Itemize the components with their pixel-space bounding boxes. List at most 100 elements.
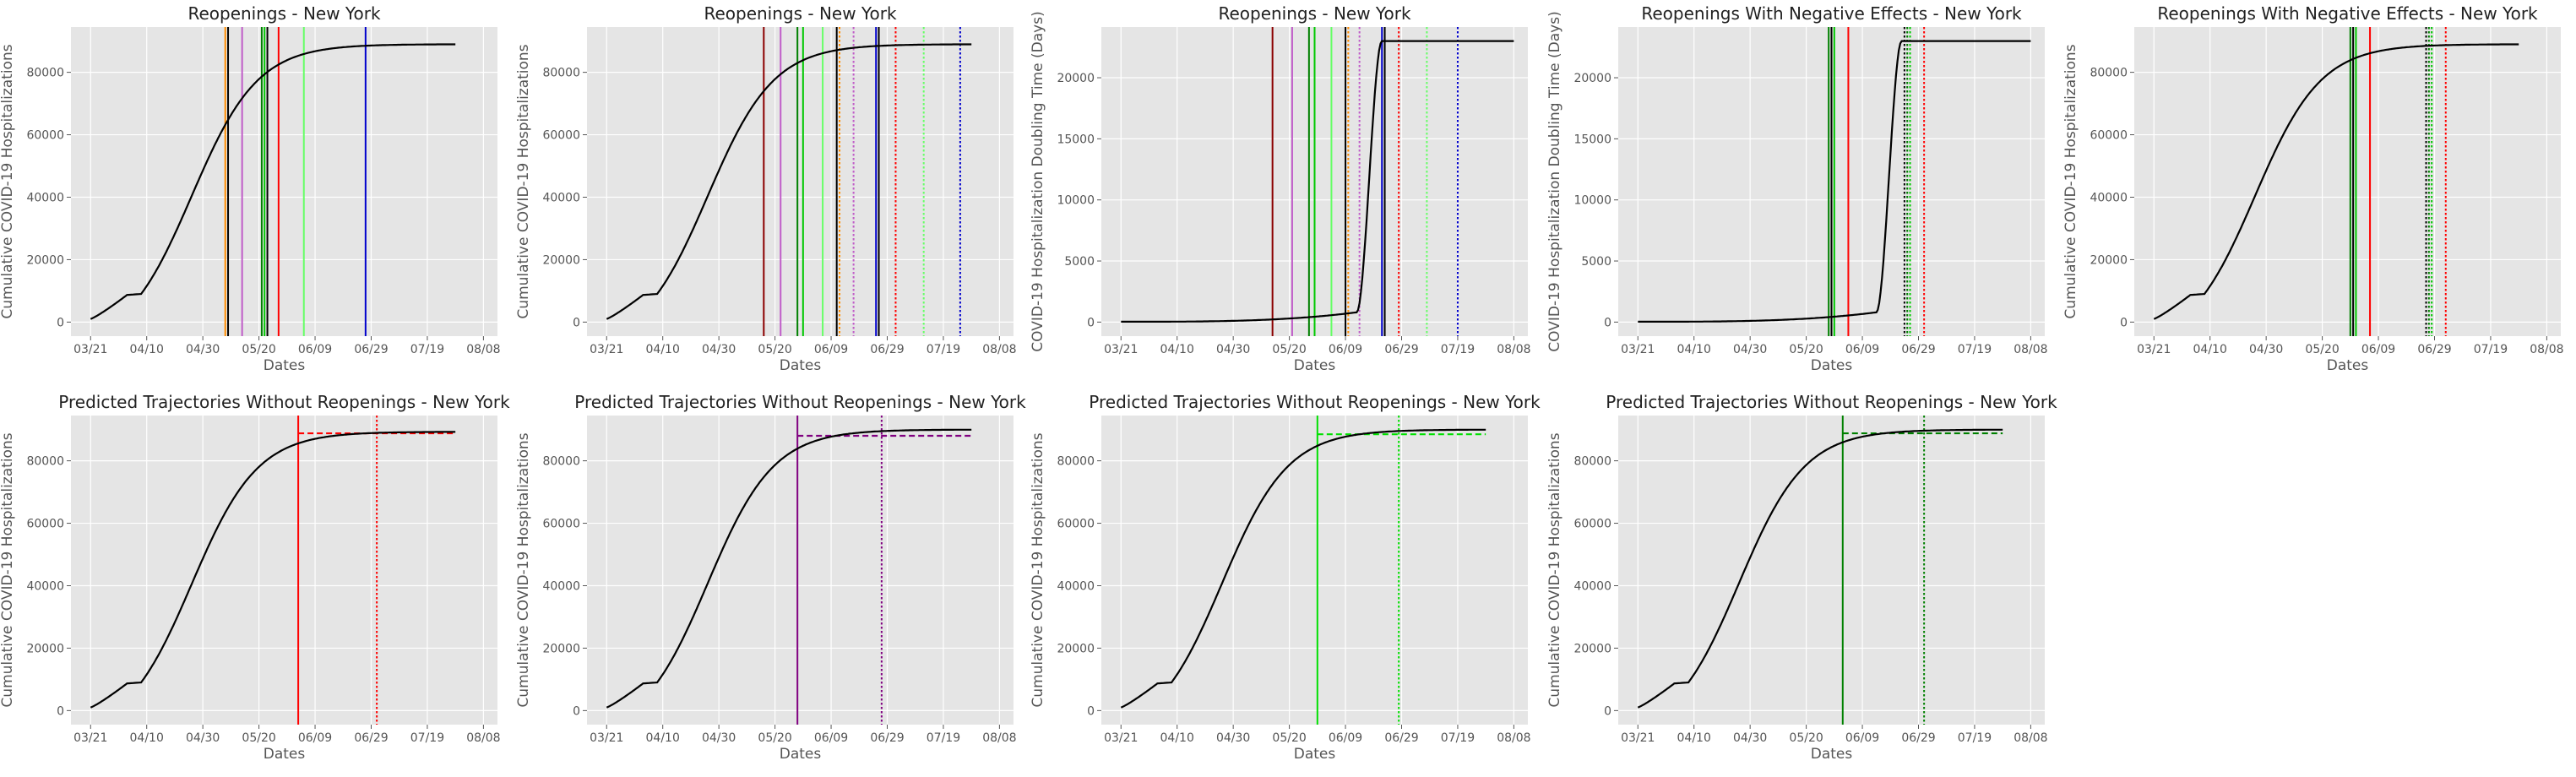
- x-tick-label: 07/19: [410, 343, 444, 356]
- x-tick-label: 06/29: [1384, 731, 1418, 745]
- subplot-9: 03/21 04/10 04/30 05/20 06/09 06/29 07/19 08/08…: [1546, 392, 2057, 763]
- x-tick-label: 08/08: [466, 731, 500, 745]
- y-tick-label: 20000: [1573, 642, 1611, 655]
- x-axis-label: Dates: [780, 357, 822, 374]
- subplot-1: 03/21 04/10 04/30 05/20 06/09 06/29 07/19 08/08…: [0, 3, 501, 374]
- x-tick-label: 04/30: [2249, 343, 2283, 356]
- subplot-6: 03/21 04/10 04/30 05/20 06/09 06/29 07/19 08/08…: [0, 392, 510, 763]
- x-tick-label: 08/08: [982, 343, 1016, 356]
- x-tick-label: 08/08: [2530, 343, 2563, 356]
- x-tick-label: 05/20: [2305, 343, 2339, 356]
- y-tick-label: 5000: [1064, 255, 1095, 269]
- y-tick-label: 60000: [2090, 129, 2128, 143]
- x-tick-label: 08/08: [1497, 343, 1530, 356]
- x-tick-label: 07/19: [1441, 731, 1475, 745]
- x-axis-label: Dates: [1294, 746, 1336, 763]
- x-tick-label: 05/20: [758, 343, 791, 356]
- x-axis-label: Dates: [780, 746, 822, 763]
- y-axis-label: Cumulative COVID-19 Hospitalizations: [515, 44, 532, 318]
- x-tick-label: 03/21: [1621, 731, 1655, 745]
- x-tick-label: 06/29: [870, 731, 904, 745]
- x-tick-label: 06/09: [1845, 343, 1879, 356]
- plot-area: [71, 416, 497, 725]
- x-axis-label: Dates: [1811, 357, 1853, 374]
- x-tick-label: 04/10: [1677, 343, 1711, 356]
- y-tick-label: 20000: [1573, 72, 1611, 85]
- x-axis-label: Dates: [1811, 746, 1853, 763]
- x-tick-label: 05/20: [1789, 343, 1823, 356]
- y-tick-label: 60000: [542, 129, 580, 143]
- y-tick-label: 20000: [26, 253, 64, 267]
- x-tick-label: 03/21: [1104, 343, 1138, 356]
- x-tick-label: 03/21: [73, 731, 107, 745]
- y-axis-label: Cumulative COVID-19 Hospitalizations: [1546, 432, 1563, 707]
- x-tick-label: 04/30: [1216, 343, 1250, 356]
- x-tick-label: 04/30: [1733, 731, 1767, 745]
- x-tick-label: 03/21: [2137, 343, 2171, 356]
- y-tick-label: 0: [1087, 316, 1095, 329]
- y-tick-label: 20000: [2090, 253, 2128, 267]
- y-tick-label: 0: [57, 704, 64, 718]
- y-tick-label: 40000: [1057, 579, 1095, 593]
- y-tick-label: 20000: [1057, 642, 1095, 655]
- y-tick-label: 40000: [2090, 191, 2128, 204]
- y-axis-label: COVID-19 Hospitalization Doubling Time (…: [1030, 11, 1046, 351]
- plot-area: [1101, 416, 1528, 725]
- x-tick-label: 08/08: [466, 343, 500, 356]
- x-tick-label: 06/09: [1329, 343, 1362, 356]
- y-tick-label: 60000: [1057, 518, 1095, 531]
- x-tick-label: 08/08: [2014, 343, 2047, 356]
- x-tick-label: 03/21: [1621, 343, 1655, 356]
- x-tick-label: 04/10: [646, 343, 680, 356]
- y-tick-label: 20000: [542, 642, 580, 655]
- x-tick-label: 04/10: [1677, 731, 1711, 745]
- y-tick-label: 15000: [1573, 133, 1611, 146]
- subplot-2: 03/21 04/10 04/30 05/20 06/09 06/29 07/19 08/08…: [515, 3, 1017, 374]
- x-tick-label: 08/08: [1497, 731, 1530, 745]
- y-axis-label: Cumulative COVID-19 Hospitalizations: [2062, 44, 2079, 318]
- plot-area: [587, 27, 1014, 336]
- x-tick-label: 03/21: [590, 343, 623, 356]
- y-tick-label: 0: [573, 704, 580, 718]
- y-tick-label: 10000: [1573, 194, 1611, 208]
- subplot-8: 03/21 04/10 04/30 05/20 06/09 06/29 07/19 08/08…: [1030, 392, 1541, 763]
- y-tick-label: 60000: [26, 129, 64, 143]
- x-tick-label: 03/21: [590, 731, 623, 745]
- x-axis-label: Dates: [264, 746, 306, 763]
- chart-title: Predicted Trajectories Without Reopening…: [58, 392, 510, 412]
- y-tick-label: 5000: [1581, 255, 1611, 269]
- chart-title: Reopenings - New York: [1218, 3, 1410, 24]
- y-tick-label: 60000: [26, 518, 64, 531]
- x-axis-label: Dates: [1294, 357, 1336, 374]
- y-tick-label: 40000: [542, 191, 580, 204]
- chart-title: Reopenings - New York: [187, 3, 380, 24]
- y-tick-label: 40000: [26, 191, 64, 204]
- x-tick-label: 04/30: [186, 731, 220, 745]
- y-tick-label: 60000: [1573, 518, 1611, 531]
- x-tick-label: 08/08: [982, 731, 1016, 745]
- x-tick-label: 05/20: [758, 731, 791, 745]
- subplot-5: 03/21 04/10 04/30 05/20 06/09 06/29 07/19 08/08…: [2062, 3, 2564, 374]
- chart-title: Reopenings With Negative Effects - New Y…: [1641, 3, 2022, 24]
- x-tick-label: 04/10: [646, 731, 680, 745]
- series-line: [2153, 43, 2519, 320]
- y-tick-label: 80000: [1057, 455, 1095, 469]
- series-line: [606, 428, 972, 709]
- y-tick-label: 80000: [1573, 455, 1611, 469]
- series-line: [1121, 40, 1514, 323]
- y-axis-label: Cumulative COVID-19 Hospitalizations: [1030, 432, 1046, 707]
- plot-area: [1618, 416, 2045, 725]
- chart-title: Predicted Trajectories Without Reopening…: [574, 392, 1026, 412]
- x-tick-label: 05/20: [1789, 731, 1823, 745]
- x-tick-label: 04/10: [1160, 731, 1194, 745]
- y-tick-label: 80000: [2090, 67, 2128, 80]
- x-tick-label: 08/08: [2014, 731, 2047, 745]
- y-tick-label: 80000: [542, 455, 580, 469]
- x-tick-label: 04/30: [186, 343, 220, 356]
- x-tick-label: 03/21: [1104, 731, 1138, 745]
- y-tick-label: 20000: [1057, 72, 1095, 85]
- series-line: [1637, 428, 2003, 709]
- y-tick-label: 0: [573, 316, 580, 329]
- x-tick-label: 04/10: [130, 343, 164, 356]
- x-tick-label: 04/10: [2193, 343, 2227, 356]
